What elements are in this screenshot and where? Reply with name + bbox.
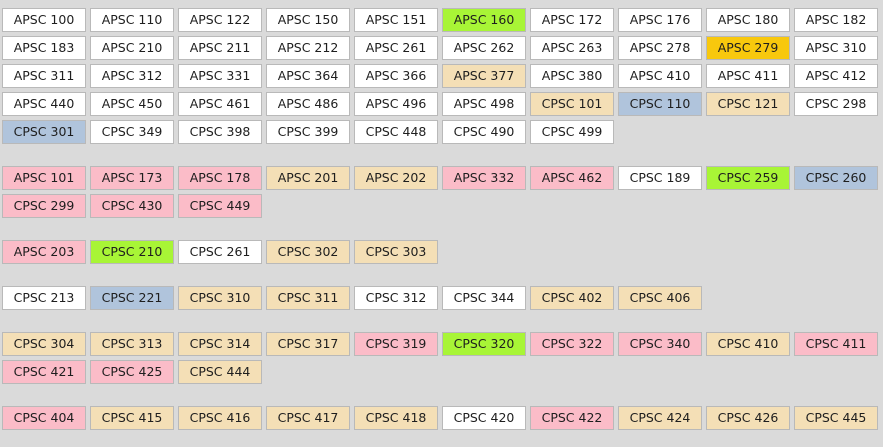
course-button[interactable]: APSC 498 [442, 92, 526, 116]
course-button[interactable]: CPSC 298 [794, 92, 878, 116]
course-button[interactable]: CPSC 448 [354, 120, 438, 144]
course-button[interactable]: CPSC 310 [178, 286, 262, 310]
course-button[interactable]: APSC 496 [354, 92, 438, 116]
course-button[interactable]: APSC 486 [266, 92, 350, 116]
course-button[interactable]: APSC 440 [2, 92, 86, 116]
course-button[interactable]: APSC 150 [266, 8, 350, 32]
course-button[interactable]: CPSC 301 [2, 120, 86, 144]
course-button[interactable]: APSC 122 [178, 8, 262, 32]
course-button[interactable]: APSC 262 [442, 36, 526, 60]
course-button[interactable]: APSC 202 [354, 166, 438, 190]
course-button[interactable]: CPSC 344 [442, 286, 526, 310]
course-button[interactable]: APSC 173 [90, 166, 174, 190]
course-button[interactable]: CPSC 426 [706, 406, 790, 430]
course-button[interactable]: APSC 278 [618, 36, 702, 60]
course-button[interactable]: APSC 201 [266, 166, 350, 190]
course-button[interactable]: CPSC 121 [706, 92, 790, 116]
course-button[interactable]: CPSC 418 [354, 406, 438, 430]
course-button[interactable]: APSC 212 [266, 36, 350, 60]
course-button[interactable]: CPSC 430 [90, 194, 174, 218]
course-button[interactable]: CPSC 312 [354, 286, 438, 310]
course-button[interactable]: APSC 100 [2, 8, 86, 32]
course-button[interactable]: CPSC 420 [442, 406, 526, 430]
course-button[interactable]: APSC 203 [2, 240, 86, 264]
course-button[interactable]: CPSC 210 [90, 240, 174, 264]
course-button[interactable]: APSC 172 [530, 8, 614, 32]
course-button[interactable]: APSC 332 [442, 166, 526, 190]
course-button[interactable]: CPSC 444 [178, 360, 262, 384]
course-button[interactable]: APSC 331 [178, 64, 262, 88]
course-button[interactable]: APSC 263 [530, 36, 614, 60]
course-button[interactable]: CPSC 499 [530, 120, 614, 144]
course-button[interactable]: APSC 410 [618, 64, 702, 88]
course-button[interactable]: CPSC 422 [530, 406, 614, 430]
course-button[interactable]: CPSC 304 [2, 332, 86, 356]
course-button[interactable]: CPSC 313 [90, 332, 174, 356]
course-button[interactable]: APSC 211 [178, 36, 262, 60]
course-button[interactable]: CPSC 425 [90, 360, 174, 384]
course-button[interactable]: CPSC 260 [794, 166, 878, 190]
course-button[interactable]: CPSC 319 [354, 332, 438, 356]
course-button[interactable]: APSC 380 [530, 64, 614, 88]
course-button[interactable]: APSC 180 [706, 8, 790, 32]
course-button[interactable]: CPSC 299 [2, 194, 86, 218]
course-button[interactable]: APSC 364 [266, 64, 350, 88]
course-button[interactable]: CPSC 189 [618, 166, 702, 190]
course-button[interactable]: CPSC 415 [90, 406, 174, 430]
course-button[interactable]: APSC 450 [90, 92, 174, 116]
course-button[interactable]: APSC 176 [618, 8, 702, 32]
course-button[interactable]: CPSC 421 [2, 360, 86, 384]
course-button[interactable]: CPSC 398 [178, 120, 262, 144]
course-button[interactable]: APSC 160 [442, 8, 526, 32]
course-button[interactable]: CPSC 449 [178, 194, 262, 218]
course-button[interactable]: CPSC 213 [2, 286, 86, 310]
course-button[interactable]: APSC 310 [794, 36, 878, 60]
course-button[interactable]: CPSC 404 [2, 406, 86, 430]
course-button[interactable]: APSC 462 [530, 166, 614, 190]
course-button[interactable]: APSC 183 [2, 36, 86, 60]
course-button[interactable]: CPSC 101 [530, 92, 614, 116]
course-button[interactable]: CPSC 445 [794, 406, 878, 430]
course-button[interactable]: APSC 110 [90, 8, 174, 32]
course-button[interactable]: CPSC 261 [178, 240, 262, 264]
course-button[interactable]: APSC 461 [178, 92, 262, 116]
course-button[interactable]: APSC 261 [354, 36, 438, 60]
course-button[interactable]: CPSC 302 [266, 240, 350, 264]
course-button[interactable]: CPSC 340 [618, 332, 702, 356]
course-button[interactable]: CPSC 303 [354, 240, 438, 264]
course-button[interactable]: CPSC 402 [530, 286, 614, 310]
course-button[interactable]: APSC 312 [90, 64, 174, 88]
course-button[interactable]: CPSC 417 [266, 406, 350, 430]
course-button[interactable]: CPSC 221 [90, 286, 174, 310]
course-button[interactable]: APSC 311 [2, 64, 86, 88]
course-button[interactable]: CPSC 406 [618, 286, 702, 310]
course-button[interactable]: CPSC 110 [618, 92, 702, 116]
course-button[interactable]: APSC 178 [178, 166, 262, 190]
course-button[interactable]: APSC 366 [354, 64, 438, 88]
course-button[interactable]: APSC 182 [794, 8, 878, 32]
course-button[interactable]: APSC 101 [2, 166, 86, 190]
course-button[interactable]: APSC 412 [794, 64, 878, 88]
course-button[interactable]: CPSC 259 [706, 166, 790, 190]
course-button[interactable]: CPSC 410 [706, 332, 790, 356]
course-button[interactable]: APSC 151 [354, 8, 438, 32]
course-button[interactable]: CPSC 322 [530, 332, 614, 356]
course-button[interactable]: APSC 210 [90, 36, 174, 60]
course-button[interactable]: CPSC 399 [266, 120, 350, 144]
course-button[interactable]: CPSC 349 [90, 120, 174, 144]
course-button[interactable]: CPSC 411 [794, 332, 878, 356]
course-button[interactable]: APSC 411 [706, 64, 790, 88]
course-button[interactable]: APSC 279 [706, 36, 790, 60]
course-button[interactable]: CPSC 311 [266, 286, 350, 310]
course-button[interactable]: CPSC 490 [442, 120, 526, 144]
course-button[interactable]: CPSC 317 [266, 332, 350, 356]
course-button[interactable]: CPSC 416 [178, 406, 262, 430]
course-button[interactable]: CPSC 320 [442, 332, 526, 356]
course-button[interactable]: CPSC 424 [618, 406, 702, 430]
course-button[interactable]: APSC 377 [442, 64, 526, 88]
course-button[interactable]: CPSC 314 [178, 332, 262, 356]
